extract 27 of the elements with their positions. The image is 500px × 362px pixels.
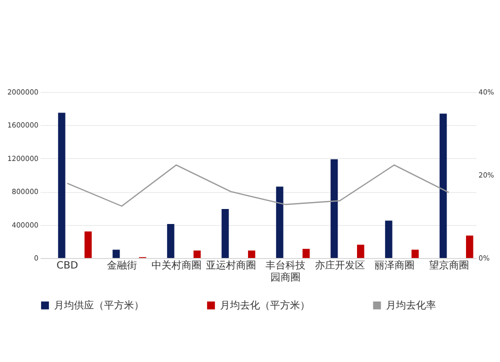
bar bbox=[248, 250, 256, 258]
legend-label: 月均供应（平方米） bbox=[54, 299, 144, 312]
bar bbox=[357, 244, 364, 258]
legend-label: 月均去化（平方米） bbox=[220, 299, 310, 312]
bar bbox=[194, 250, 201, 258]
bar bbox=[385, 220, 392, 258]
x-tick-label: CBD bbox=[56, 260, 78, 272]
bar bbox=[440, 114, 447, 258]
x-tick-label: 丽泽商圈 bbox=[374, 260, 414, 272]
x-tick-label: 亦庄开发区 bbox=[314, 260, 365, 272]
bar bbox=[466, 236, 474, 258]
bar bbox=[84, 231, 92, 258]
bar bbox=[330, 159, 338, 258]
bar bbox=[167, 224, 174, 258]
legend-label: 月均去化率 bbox=[386, 299, 436, 312]
line-series bbox=[66, 164, 450, 207]
bar bbox=[276, 186, 284, 258]
x-tick-label: 亚运村商圈 bbox=[206, 260, 256, 272]
bar bbox=[222, 209, 229, 258]
x-tick-label: 中关村商圈 bbox=[151, 260, 202, 272]
x-tick-label: 金融街 bbox=[106, 260, 137, 272]
x-tick-label: 丰台科技园商圈 bbox=[265, 260, 306, 284]
x-tick-label: 望京商圈 bbox=[428, 260, 469, 272]
bar bbox=[412, 250, 419, 258]
bar bbox=[302, 248, 310, 258]
bar bbox=[58, 112, 66, 258]
bar bbox=[112, 250, 120, 258]
